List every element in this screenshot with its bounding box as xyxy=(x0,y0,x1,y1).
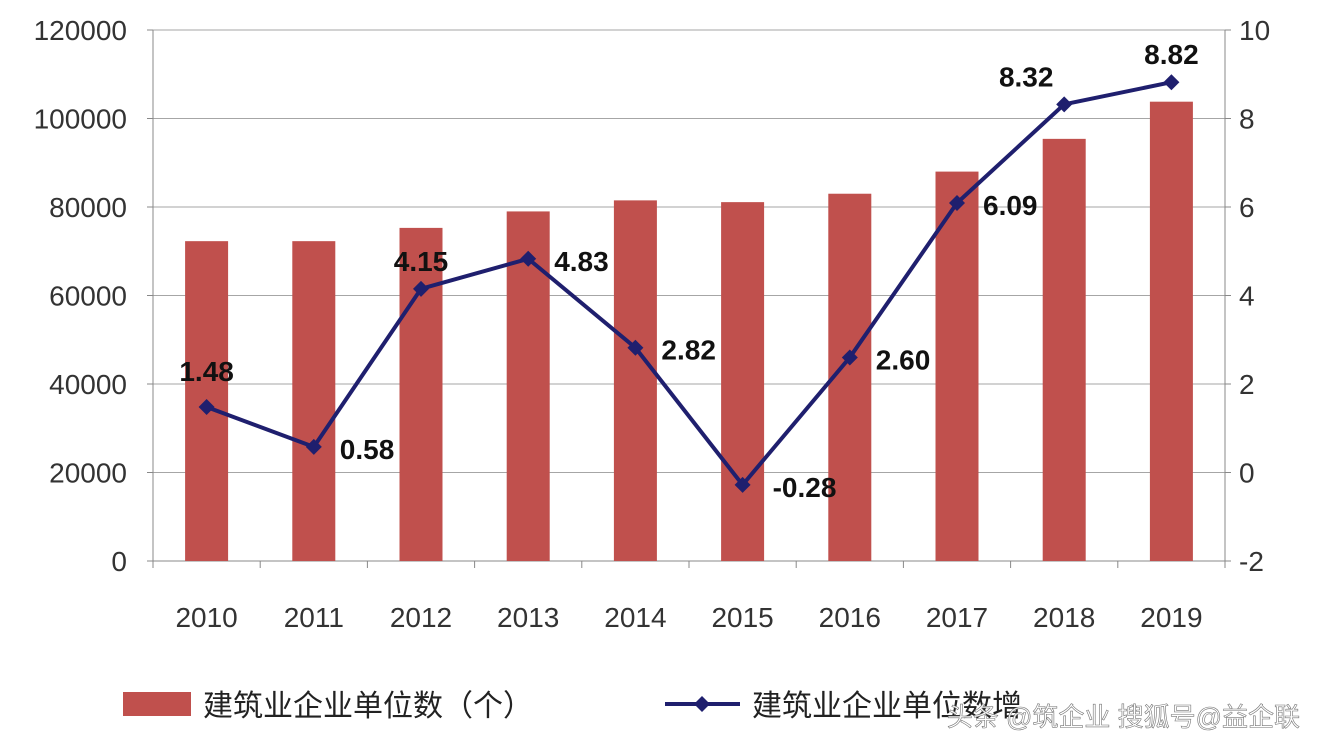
y-right-tick-label: 0 xyxy=(1239,458,1255,489)
y-right-tick-label: 6 xyxy=(1239,192,1255,223)
data-label: 2.60 xyxy=(876,344,931,375)
line-point xyxy=(1056,96,1073,113)
series-line xyxy=(205,80,1172,487)
line-point xyxy=(734,476,751,493)
bar xyxy=(1149,101,1193,561)
line-point xyxy=(949,195,965,212)
data-label: 8.82 xyxy=(1144,39,1199,70)
data-label: 1.48 xyxy=(179,356,234,387)
x-tick-label: 2014 xyxy=(604,602,666,633)
data-label: 0.58 xyxy=(340,434,395,465)
y-left-tick-label: 120000 xyxy=(34,15,127,46)
data-label: -0.28 xyxy=(773,472,837,503)
y-left-tick-label: 20000 xyxy=(49,458,127,489)
bar xyxy=(292,241,336,561)
y-left-tick-label: 60000 xyxy=(49,281,127,312)
bar xyxy=(1042,138,1086,562)
line-point xyxy=(413,280,429,297)
bar xyxy=(935,171,979,561)
line-point xyxy=(627,339,644,356)
bar xyxy=(721,202,765,561)
legend-label-bar: 建筑业企业单位数（个） xyxy=(203,690,533,723)
y-right-tick-label: 8 xyxy=(1239,104,1255,135)
line-point xyxy=(305,438,322,455)
data-label: 4.83 xyxy=(554,246,609,277)
y-left-tick-label: 0 xyxy=(111,546,127,577)
x-tick-label: 2013 xyxy=(497,602,559,633)
bar xyxy=(613,200,657,562)
y-right-tick-label: 10 xyxy=(1239,15,1270,46)
x-tick-label: 2019 xyxy=(1140,602,1202,633)
y-right-tick-label: 2 xyxy=(1239,369,1255,400)
x-tick-label: 2011 xyxy=(284,602,344,633)
watermark: 头条 @筑企业 搜狐号@益企联 xyxy=(947,702,1300,732)
y-right-tick-label: -2 xyxy=(1239,546,1264,577)
x-tick-label: 2017 xyxy=(926,602,988,633)
data-label: 2.82 xyxy=(661,335,716,366)
x-tick-label: 2015 xyxy=(711,602,773,633)
x-tick-label: 2012 xyxy=(390,602,452,633)
y-left-tick-label: 80000 xyxy=(49,192,127,223)
line-point xyxy=(520,250,537,267)
data-label: 8.32 xyxy=(999,61,1054,92)
line-point xyxy=(1163,74,1180,91)
y-left-tick-label: 100000 xyxy=(34,104,127,135)
line-point xyxy=(841,349,858,366)
legend-swatch-marker xyxy=(694,696,710,712)
legend-swatch-bar xyxy=(123,692,191,716)
x-tick-label: 2016 xyxy=(819,602,881,633)
bar xyxy=(399,227,443,562)
line-point xyxy=(198,399,215,416)
legend-label-line: 建筑业企业单位数增 xyxy=(752,690,1022,723)
data-label: 6.09 xyxy=(983,190,1038,221)
y-right-tick-label: 4 xyxy=(1239,281,1255,312)
x-tick-label: 2018 xyxy=(1033,602,1095,633)
data-label: 4.15 xyxy=(394,246,449,277)
x-tick-label: 2010 xyxy=(175,602,237,633)
y-left-tick-label: 40000 xyxy=(49,369,127,400)
